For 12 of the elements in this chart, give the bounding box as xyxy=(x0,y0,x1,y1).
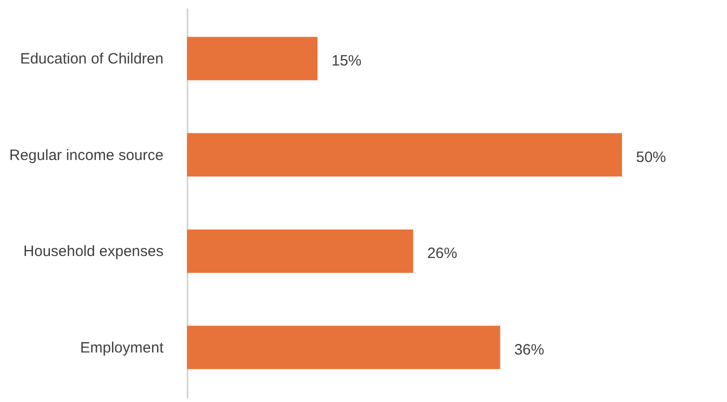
y-tick-label: Regular income source xyxy=(9,146,164,164)
bar xyxy=(187,229,414,273)
bar xyxy=(187,133,622,177)
y-tick-label: Household expenses xyxy=(23,243,164,260)
data-label: 36% xyxy=(514,341,544,358)
data-label: 15% xyxy=(332,52,362,70)
data-label: 50% xyxy=(636,148,666,166)
bar xyxy=(187,326,500,370)
y-tick-label: Education of Children xyxy=(20,50,164,68)
data-label: 26% xyxy=(427,245,458,262)
bar xyxy=(187,36,318,80)
y-tick-label: Employment xyxy=(80,339,164,356)
